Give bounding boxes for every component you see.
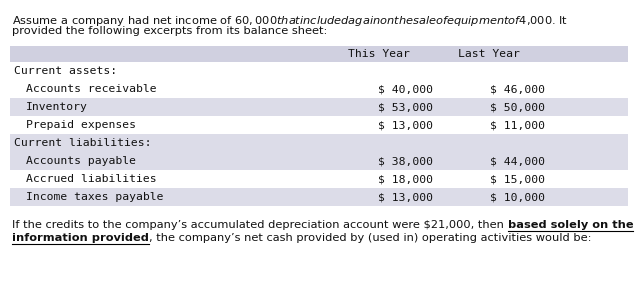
Text: Accrued liabilities: Accrued liabilities [26, 174, 156, 184]
Text: $ 53,000: $ 53,000 [378, 102, 433, 112]
Text: $ 38,000: $ 38,000 [378, 156, 433, 166]
Text: Last Year: Last Year [458, 49, 520, 59]
Bar [10, 152, 628, 170]
Text: Income taxes payable: Income taxes payable [26, 192, 163, 202]
Text: Accounts receivable: Accounts receivable [26, 84, 156, 94]
Text: $ 46,000: $ 46,000 [490, 84, 545, 94]
Bar [10, 188, 628, 206]
Text: $ 13,000: $ 13,000 [378, 120, 433, 130]
Bar [10, 98, 628, 116]
Text: Assume a company had net income of $60,000 that included a gain on the sale of e: Assume a company had net income of $60,0… [12, 14, 568, 28]
Text: based solely on the: based solely on the [507, 220, 633, 230]
Text: $ 50,000: $ 50,000 [490, 102, 545, 112]
Text: $ 10,000: $ 10,000 [490, 192, 545, 202]
Text: This Year: This Year [348, 49, 410, 59]
Text: $ 15,000: $ 15,000 [490, 174, 545, 184]
Text: $ 18,000: $ 18,000 [378, 174, 433, 184]
Text: Current assets:: Current assets: [14, 66, 117, 76]
Text: information provided: information provided [12, 233, 149, 243]
Text: Current liabilities:: Current liabilities: [14, 138, 151, 148]
Text: provided the following excerpts from its balance sheet:: provided the following excerpts from its… [12, 26, 327, 36]
Text: , the company’s net cash provided by (used in) operating activities would be:: , the company’s net cash provided by (us… [149, 233, 591, 243]
Text: Accounts payable: Accounts payable [26, 156, 136, 166]
Text: $ 13,000: $ 13,000 [378, 192, 433, 202]
Text: If the credits to the company’s accumulated depreciation account were $21,000, t: If the credits to the company’s accumula… [12, 220, 507, 230]
Bar [10, 134, 628, 152]
Text: $ 40,000: $ 40,000 [378, 84, 433, 94]
Text: Prepaid expenses: Prepaid expenses [26, 120, 136, 130]
Text: $ 11,000: $ 11,000 [490, 120, 545, 130]
Text: $ 44,000: $ 44,000 [490, 156, 545, 166]
Bar [10, 46, 628, 62]
Text: Inventory: Inventory [26, 102, 88, 112]
